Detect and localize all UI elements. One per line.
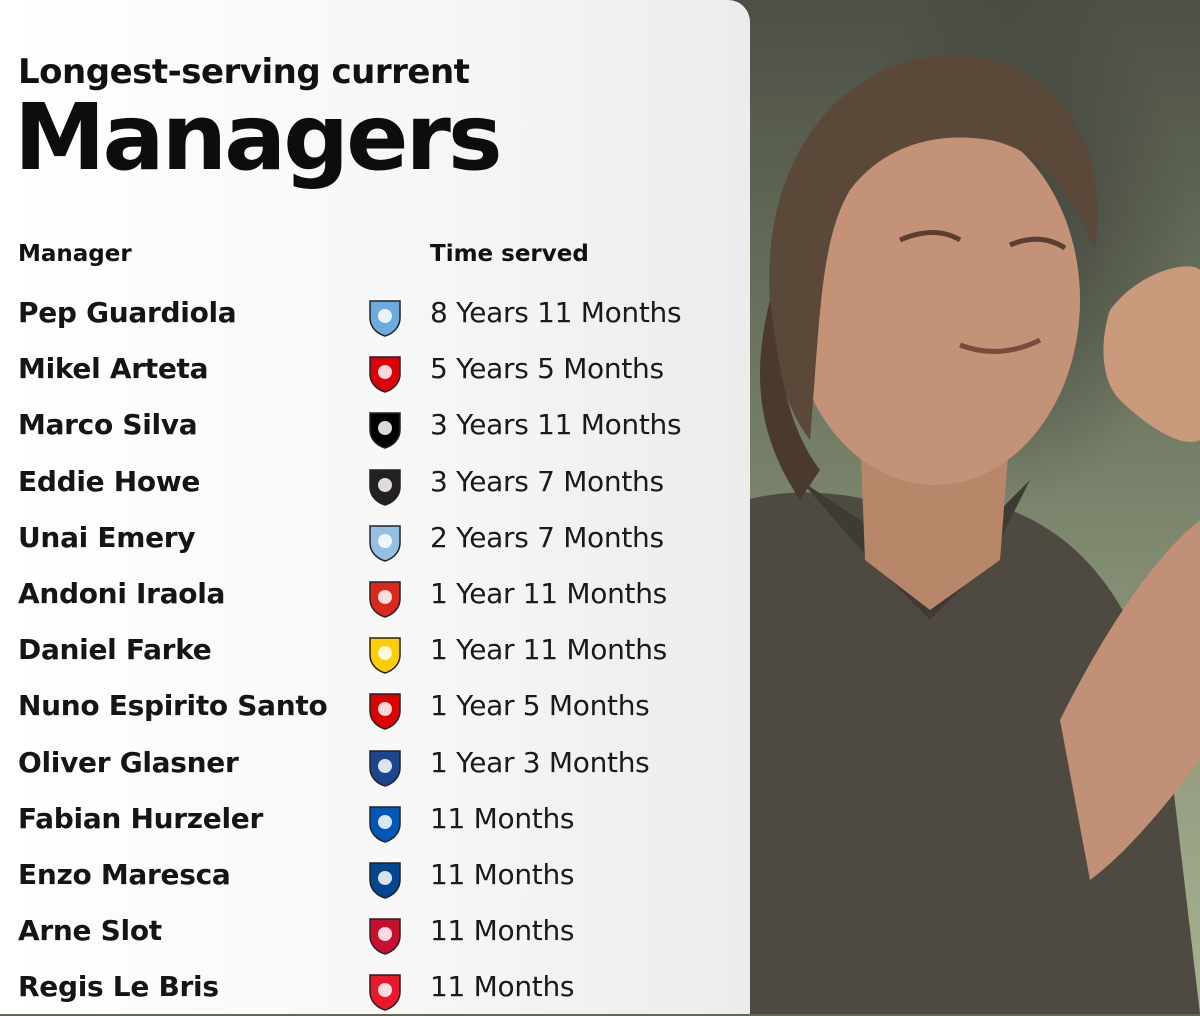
manager-name: Eddie Howe <box>18 464 201 498</box>
aston-villa-crest-icon <box>364 521 406 563</box>
liverpool-crest-icon <box>364 914 406 956</box>
brighton-crest-icon <box>364 802 406 844</box>
bournemouth-crest-icon <box>364 577 406 619</box>
time-served: 11 Months <box>430 970 575 1004</box>
column-header-manager: Manager <box>18 241 132 267</box>
list-item: Daniel Farke 1 Year 11 Months <box>0 623 750 679</box>
time-served: 1 Year 3 Months <box>430 745 650 779</box>
time-served: 11 Months <box>430 857 575 891</box>
column-header-time-served: Time served <box>430 241 589 267</box>
time-served: 3 Years 7 Months <box>430 464 664 498</box>
leeds-crest-icon <box>364 633 406 675</box>
time-served: 11 Months <box>430 801 575 835</box>
chelsea-crest-icon <box>364 858 406 900</box>
manager-name: Unai Emery <box>18 520 196 554</box>
time-served: 3 Years 11 Months <box>430 408 682 442</box>
list-item: Marco Silva 3 Years 11 Months <box>0 398 750 454</box>
list-item: Oliver Glasner 1 Year 3 Months <box>0 736 750 792</box>
page-subtitle: Longest-serving current <box>18 52 470 92</box>
time-served: 11 Months <box>430 914 575 948</box>
manager-name: Daniel Farke <box>18 633 212 667</box>
newcastle-crest-icon <box>364 465 406 507</box>
time-served: 1 Year 11 Months <box>430 576 667 610</box>
manager-name: Fabian Hurzeler <box>18 801 263 835</box>
manager-name: Nuno Espirito Santo <box>18 689 328 723</box>
crystal-palace-crest-icon <box>364 746 406 788</box>
list-item: Fabian Hurzeler 11 Months <box>0 792 750 848</box>
manager-name: Marco Silva <box>18 408 198 442</box>
manager-name: Mikel Arteta <box>18 352 209 386</box>
time-served: 5 Years 5 Months <box>430 352 664 386</box>
manager-name: Andoni Iraola <box>18 576 226 610</box>
manager-list: Pep Guardiola 8 Years 11 Months Mikel Ar… <box>0 286 750 1016</box>
man-city-crest-icon <box>364 296 406 338</box>
list-item: Arne Slot 11 Months <box>0 904 750 960</box>
info-panel: Longest-serving current Managers Manager… <box>0 0 750 1014</box>
manager-name: Enzo Maresca <box>18 857 231 891</box>
list-item: Mikel Arteta 5 Years 5 Months <box>0 342 750 398</box>
page-title: Managers <box>14 84 503 191</box>
list-item: Enzo Maresca 11 Months <box>0 848 750 904</box>
time-served: 2 Years 7 Months <box>430 520 664 554</box>
manager-name: Regis Le Bris <box>18 970 219 1004</box>
sunderland-crest-icon <box>364 970 406 1012</box>
manager-name: Pep Guardiola <box>18 296 237 329</box>
manager-name: Oliver Glasner <box>18 745 239 779</box>
list-item: Regis Le Bris 11 Months <box>0 960 750 1016</box>
list-item: Pep Guardiola 8 Years 11 Months <box>0 286 750 342</box>
list-item: Andoni Iraola 1 Year 11 Months <box>0 567 750 623</box>
list-item: Unai Emery 2 Years 7 Months <box>0 511 750 567</box>
list-item: Eddie Howe 3 Years 7 Months <box>0 455 750 511</box>
time-served: 1 Year 5 Months <box>430 689 650 723</box>
time-served: 1 Year 11 Months <box>430 633 667 667</box>
nottingham-forest-crest-icon <box>364 689 406 731</box>
time-served: 8 Years 11 Months <box>430 296 682 329</box>
fulham-crest-icon <box>364 408 406 450</box>
manager-name: Arne Slot <box>18 914 162 948</box>
arsenal-crest-icon <box>364 352 406 394</box>
list-item: Nuno Espirito Santo 1 Year 5 Months <box>0 679 750 735</box>
